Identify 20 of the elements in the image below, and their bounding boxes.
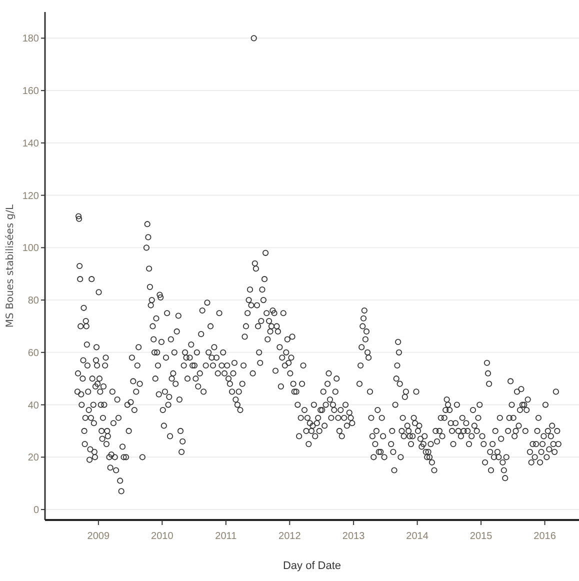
y-tick-label: 120 xyxy=(22,190,40,202)
x-tick-label: 2014 xyxy=(406,531,429,542)
x-tick-label: 2016 xyxy=(534,531,556,542)
y-tick-label: 80 xyxy=(28,296,40,307)
x-axis-title: Day of Date xyxy=(282,560,342,572)
x-tick-label: 2015 xyxy=(470,531,493,542)
y-tick-label: 160 xyxy=(22,86,40,98)
y-tick-label: 20 xyxy=(28,452,40,464)
y-axis-title: MS Boues stabilisées g/L xyxy=(5,204,16,328)
x-tick-label: 2013 xyxy=(342,531,366,542)
y-tick-label: 180 xyxy=(22,34,40,45)
y-tick-label: 0 xyxy=(33,505,40,516)
x-tick-label: 2012 xyxy=(278,531,302,542)
y-tick-label: 100 xyxy=(22,243,40,254)
x-tick-label: 2011 xyxy=(215,531,238,542)
x-tick-label: 2010 xyxy=(151,531,174,542)
y-tick-label: 40 xyxy=(28,400,40,412)
x-tick-label: 2009 xyxy=(87,531,110,542)
y-tick-label: 140 xyxy=(22,138,40,150)
y-tick-label: 60 xyxy=(28,348,40,359)
